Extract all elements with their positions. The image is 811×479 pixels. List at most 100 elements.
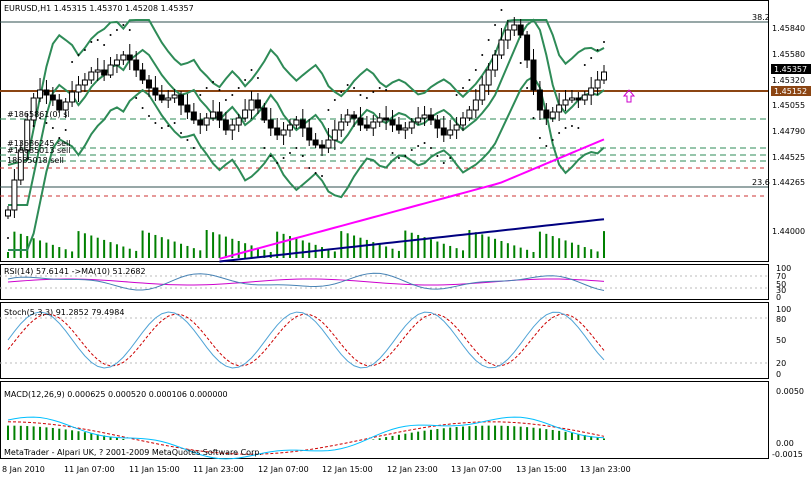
candle[interactable] — [133, 51, 140, 77]
rsi-pane[interactable]: RSI(14) 57.6141 ->MA(10) 51.2682 100 70 … — [0, 264, 791, 302]
candle[interactable] — [453, 117, 460, 139]
candle[interactable] — [536, 81, 543, 120]
candle[interactable] — [293, 116, 300, 129]
candle[interactable] — [376, 113, 383, 127]
candle[interactable] — [568, 90, 575, 103]
candle[interactable] — [126, 44, 133, 70]
candle[interactable] — [235, 114, 242, 132]
bollinger-lower-band[interactable] — [8, 75, 605, 251]
bollinger-middle-band[interactable] — [8, 18, 605, 206]
candle[interactable] — [389, 110, 396, 132]
order-label-1[interactable]: #1865861(0) sl — [7, 110, 70, 119]
candle[interactable] — [242, 99, 249, 122]
candle[interactable] — [229, 119, 236, 140]
candle[interactable] — [338, 114, 345, 137]
candle[interactable] — [165, 90, 172, 108]
candle[interactable] — [319, 140, 326, 156]
candle[interactable] — [261, 103, 268, 123]
candle[interactable] — [17, 141, 24, 185]
candle[interactable] — [504, 20, 511, 49]
candle[interactable] — [485, 63, 492, 95]
candle[interactable] — [210, 100, 217, 121]
candle[interactable] — [49, 87, 56, 106]
candle[interactable] — [498, 28, 505, 59]
candle[interactable] — [56, 94, 63, 113]
candle[interactable] — [370, 115, 377, 136]
candle[interactable] — [139, 63, 146, 84]
candle[interactable] — [460, 112, 467, 131]
candle[interactable] — [575, 92, 582, 108]
moving-average-magenta[interactable] — [219, 138, 605, 260]
candle[interactable] — [69, 81, 76, 107]
candle[interactable] — [248, 91, 255, 119]
candle[interactable] — [267, 108, 274, 136]
candle[interactable] — [562, 90, 569, 111]
order-label-4[interactable]: 18685018 sell — [7, 156, 64, 165]
stochastic-pane[interactable]: Stoch(5,3,3) 91.2852 79.4984 100 80 50 2… — [0, 302, 791, 380]
candle[interactable] — [427, 108, 434, 125]
stoch-main-line[interactable] — [7, 311, 605, 369]
moving-average-navy[interactable] — [219, 218, 605, 263]
candle[interactable] — [30, 93, 37, 127]
order-label-3[interactable]: #18685013 sell — [7, 146, 71, 155]
candle[interactable] — [190, 103, 197, 124]
candle[interactable] — [472, 89, 479, 118]
bollinger-upper-band[interactable] — [7, 19, 605, 166]
price-pane[interactable]: 38.2 23.6 #1865861(0) sl #13686245 sell … — [0, 0, 770, 263]
candle[interactable] — [254, 93, 261, 114]
candle[interactable] — [325, 128, 332, 153]
candle[interactable] — [511, 17, 518, 36]
candle[interactable] — [415, 107, 422, 125]
candle[interactable] — [395, 117, 402, 134]
candle[interactable] — [466, 106, 473, 121]
candle[interactable] — [88, 67, 95, 84]
candle[interactable] — [158, 85, 165, 103]
price-axis[interactable]: 1.45840 1.45580 1.45320 1.45055 1.44790 … — [771, 24, 811, 236]
candle[interactable] — [601, 65, 607, 84]
candle[interactable] — [312, 133, 319, 148]
candle[interactable] — [408, 118, 415, 134]
candle[interactable] — [222, 112, 229, 135]
macd-pane[interactable]: MACD(12,26,9) 0.000625 0.000520 0.000106… — [0, 381, 805, 460]
candle[interactable] — [107, 57, 114, 78]
candle[interactable] — [11, 169, 18, 218]
candle[interactable] — [120, 51, 127, 65]
candle[interactable] — [24, 113, 31, 160]
candle[interactable] — [549, 107, 556, 122]
candle[interactable] — [75, 76, 82, 102]
candle[interactable] — [556, 93, 563, 121]
candle[interactable] — [37, 78, 44, 102]
candle[interactable] — [203, 113, 210, 131]
candle[interactable] — [62, 98, 69, 118]
candle[interactable] — [197, 113, 204, 134]
candle[interactable] — [274, 118, 281, 140]
candle[interactable] — [184, 94, 191, 119]
candlestick-series[interactable] — [5, 17, 607, 219]
candle[interactable] — [479, 76, 486, 105]
candle[interactable] — [81, 73, 88, 92]
candle[interactable] — [543, 103, 550, 125]
candle[interactable] — [171, 89, 178, 103]
candle[interactable] — [383, 106, 390, 130]
candle[interactable] — [178, 91, 185, 115]
rsi-line[interactable] — [7, 272, 605, 291]
candle[interactable] — [588, 77, 595, 105]
candle[interactable] — [152, 76, 159, 101]
candle[interactable] — [440, 116, 447, 142]
macd-main-line[interactable] — [7, 416, 605, 460]
order-label-2[interactable]: #13686245 sell — [7, 139, 71, 148]
macd-signal-line[interactable] — [7, 421, 605, 455]
candle[interactable] — [94, 58, 101, 81]
candle[interactable] — [5, 206, 11, 219]
candle[interactable] — [530, 49, 537, 95]
candle[interactable] — [113, 54, 120, 73]
candle[interactable] — [492, 50, 499, 77]
candle[interactable] — [280, 122, 287, 145]
candle[interactable] — [216, 102, 223, 128]
candle[interactable] — [447, 120, 454, 139]
candle[interactable] — [357, 107, 364, 131]
candle[interactable] — [402, 122, 409, 139]
candle[interactable] — [594, 71, 601, 95]
candle[interactable] — [299, 109, 306, 137]
time-axis[interactable]: 8 Jan 2010 11 Jan 07:00 11 Jan 15:00 11 … — [2, 465, 631, 474]
